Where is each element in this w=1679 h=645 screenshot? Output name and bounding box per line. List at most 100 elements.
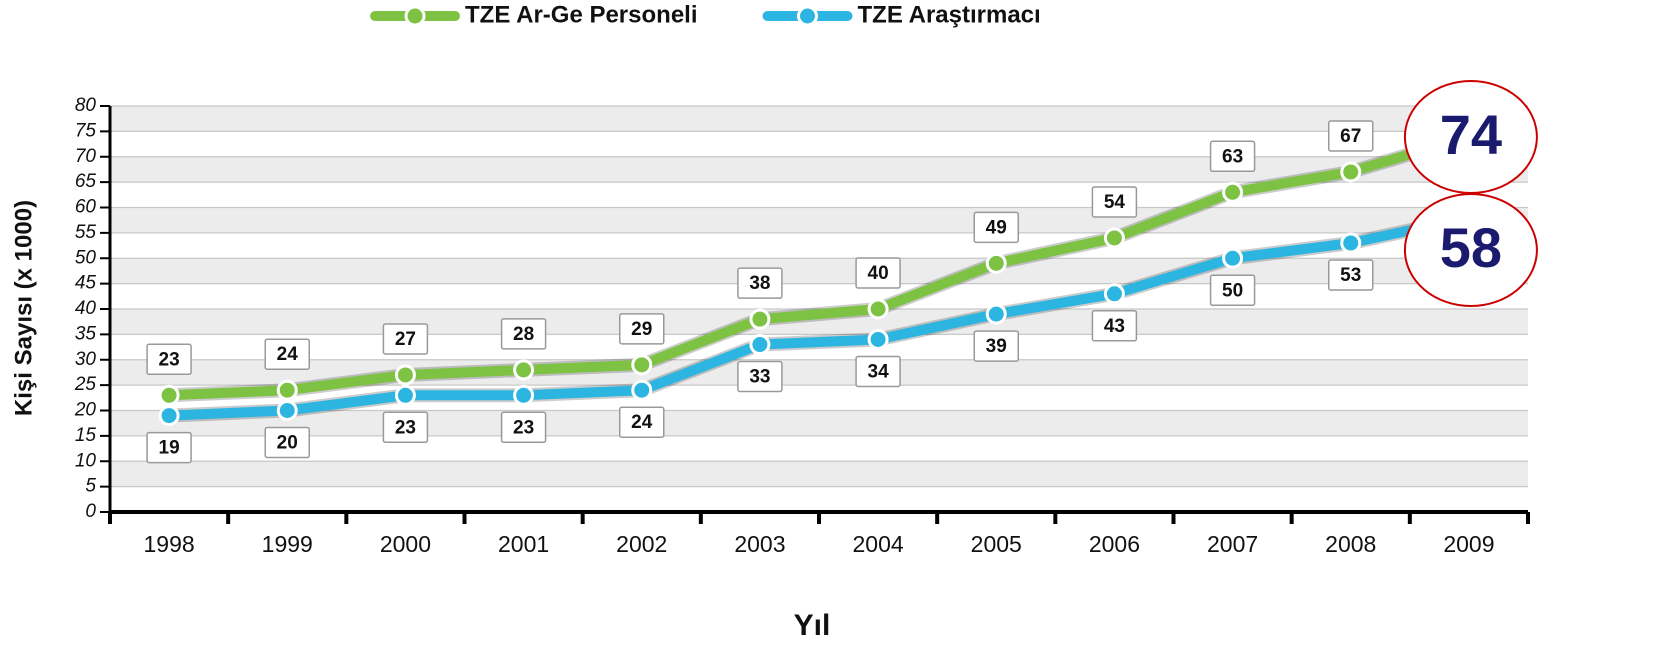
- x-tick-label: 2008: [1325, 531, 1376, 557]
- x-tick-label: 1998: [143, 531, 194, 557]
- value-label-box: [619, 313, 665, 345]
- value-label: 40: [868, 263, 889, 284]
- callout-circle: [1403, 193, 1538, 307]
- y-tick-label: 75: [75, 120, 97, 141]
- point: [985, 252, 1007, 274]
- value-label-box: [1209, 274, 1256, 306]
- y-tick-label: 50: [75, 247, 97, 268]
- value-label: 23: [513, 417, 534, 438]
- x-tick-label: 2005: [971, 531, 1022, 557]
- value-label: 43: [1104, 316, 1125, 337]
- value-label-box: [500, 411, 547, 444]
- y-tick-label: 25: [74, 374, 97, 395]
- point: [1103, 227, 1125, 249]
- value-label: 54: [1104, 192, 1126, 213]
- point: [749, 334, 771, 356]
- legend-label: TZE Ar-Ge Personeli: [465, 1, 698, 28]
- value-label: 24: [631, 412, 653, 433]
- point: [1222, 181, 1244, 203]
- y-tick-label: 5: [85, 476, 96, 497]
- value-label-box: [146, 431, 192, 464]
- value-label: 34: [868, 361, 890, 382]
- y-tick-label: 60: [75, 197, 97, 218]
- x-axis-title: Yıl: [794, 609, 831, 642]
- point: [394, 364, 416, 386]
- point: [158, 384, 180, 406]
- value-label-box: [619, 406, 665, 438]
- y-tick-label: 15: [75, 425, 97, 446]
- grid-band: [110, 106, 1528, 132]
- point: [158, 405, 180, 427]
- value-label: 24: [277, 344, 299, 365]
- legend-marker: [797, 5, 818, 27]
- legend-marker: [404, 5, 426, 27]
- y-tick-label: 10: [75, 450, 97, 471]
- x-tick-label: 2006: [1089, 531, 1140, 557]
- series-line: [168, 131, 1471, 401]
- grid-band: [110, 461, 1528, 487]
- y-tick-label: 30: [75, 349, 97, 370]
- y-tick-label: 80: [75, 95, 97, 116]
- x-tick-label: 1999: [262, 531, 313, 557]
- point: [1222, 247, 1244, 269]
- x-tick-label: 2007: [1207, 531, 1258, 557]
- value-label-box: [264, 426, 310, 459]
- y-tick-label: 40: [75, 298, 97, 319]
- value-label-box: [1328, 259, 1374, 291]
- value-label-box: [973, 211, 1019, 244]
- value-label: 20: [277, 433, 298, 454]
- value-label: 27: [395, 329, 416, 350]
- point: [276, 400, 298, 421]
- value-label: 74: [1440, 103, 1502, 166]
- y-tick-label: 65: [75, 171, 97, 192]
- point: [513, 359, 535, 381]
- y-tick-label: 45: [75, 273, 97, 294]
- point: [867, 298, 889, 320]
- value-label-box: [500, 318, 547, 350]
- value-label-box: [973, 330, 1019, 362]
- point: [631, 354, 653, 376]
- value-label: 33: [749, 367, 770, 388]
- y-tick-label: 55: [75, 222, 97, 243]
- value-label-box: [855, 355, 901, 388]
- legend-item: TZE Araştırmacı: [762, 1, 1041, 28]
- value-label-box: [382, 323, 429, 355]
- value-label: 58: [1440, 216, 1502, 279]
- value-label: 19: [159, 438, 180, 459]
- point: [867, 328, 889, 350]
- value-label-box: [737, 360, 783, 393]
- y-tick-label: 20: [74, 400, 97, 421]
- value-label: 28: [513, 324, 534, 345]
- value-label: 23: [395, 417, 416, 438]
- grid-band: [110, 207, 1528, 233]
- point: [631, 379, 653, 401]
- y-tick-label: 0: [85, 501, 96, 522]
- grid-band: [110, 258, 1528, 284]
- grid-band: [110, 410, 1528, 436]
- point: [749, 308, 771, 330]
- y-tick-label: 35: [75, 323, 97, 344]
- point: [513, 384, 535, 406]
- value-label: 63: [1222, 146, 1243, 167]
- x-tick-label: 2002: [616, 531, 667, 557]
- point: [1340, 232, 1362, 254]
- legend-item: TZE Ar-Ge Personeli: [370, 1, 698, 28]
- x-tick-label: 2004: [852, 531, 903, 557]
- value-label-box: [264, 338, 310, 370]
- point: [985, 303, 1007, 325]
- value-label: 49: [986, 217, 1007, 238]
- value-label: 23: [159, 349, 180, 370]
- point: [394, 384, 416, 406]
- y-axis-title: Kişi Sayısı (x 1000): [10, 200, 37, 416]
- value-label: 67: [1340, 126, 1361, 147]
- point: [1340, 161, 1362, 183]
- value-label: 38: [749, 273, 770, 294]
- legend-label: TZE Araştırmacı: [858, 1, 1041, 28]
- value-label: 50: [1222, 280, 1243, 301]
- x-tick-label: 2003: [734, 531, 785, 557]
- value-label: 29: [631, 319, 652, 340]
- value-label-box: [737, 267, 783, 299]
- value-label-box: [1091, 310, 1138, 342]
- value-label-box: [1091, 186, 1138, 218]
